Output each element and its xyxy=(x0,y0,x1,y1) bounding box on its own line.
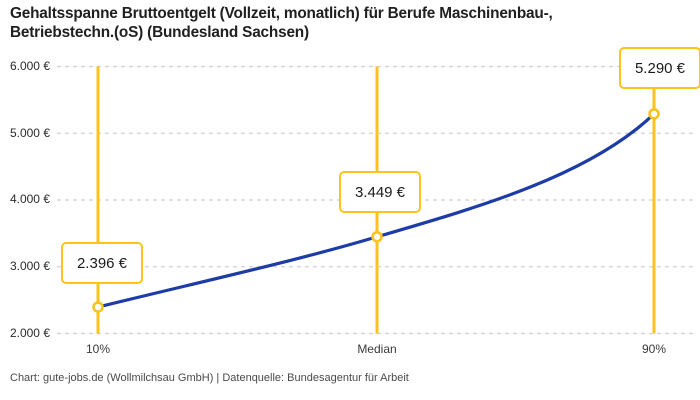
y-axis-tick-6000: 6.000 € xyxy=(9,59,50,73)
x-axis-tick-10pct: 10% xyxy=(85,342,111,356)
value-callout-median: 3.449 € xyxy=(339,171,421,213)
chart-source-footer: Chart: gute-jobs.de (Wollmilchsau GmbH) … xyxy=(10,372,409,384)
x-axis-tick-90pct: 90% xyxy=(641,342,667,356)
data-point-marker xyxy=(648,108,660,120)
data-point-marker xyxy=(371,230,383,243)
chart-title-line1: Gehaltsspanne Bruttoentgelt (Vollzeit, m… xyxy=(10,5,553,22)
chart-title-line2: Betriebstechn.(oS) (Bundesland Sachsen) xyxy=(10,24,309,41)
data-point-marker xyxy=(92,301,104,313)
chart-title: Gehaltsspanne Bruttoentgelt (Vollzeit, m… xyxy=(10,4,553,42)
value-callout-10pct: 2.396 € xyxy=(61,242,143,284)
x-axis-tick-median: Median xyxy=(357,342,397,356)
y-axis-tick-4000: 4.000 € xyxy=(9,192,50,206)
y-axis-tick-2000: 2.000 € xyxy=(9,326,50,340)
value-callout-90pct: 5.290 € xyxy=(619,47,700,89)
y-axis-tick-3000: 3.000 € xyxy=(9,259,50,273)
y-axis-tick-5000: 5.000 € xyxy=(9,126,50,140)
